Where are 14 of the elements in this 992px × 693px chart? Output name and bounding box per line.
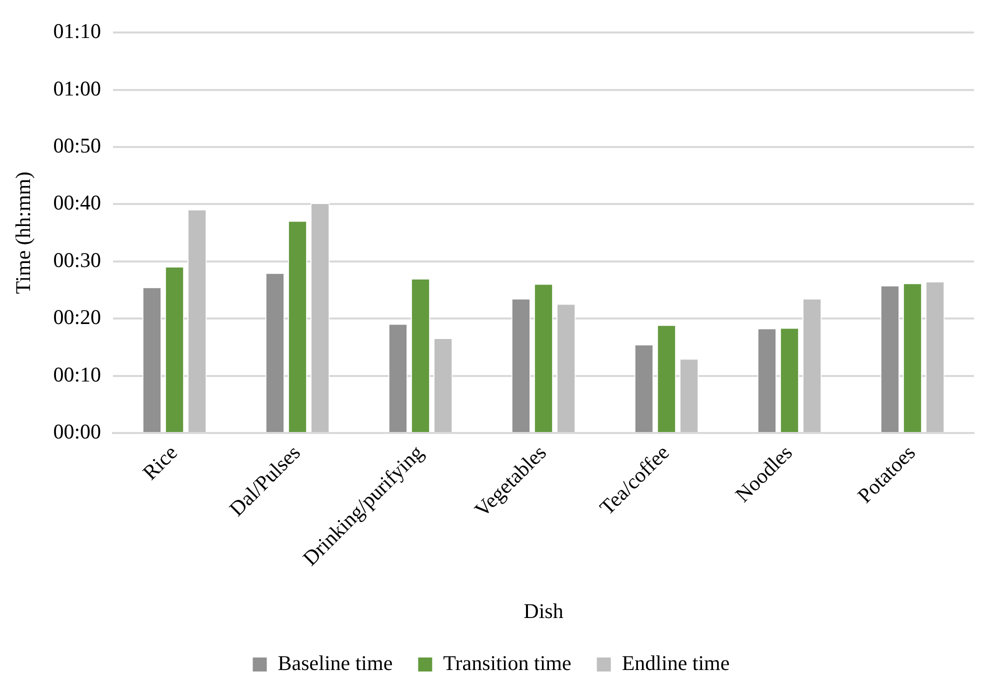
y-tick-label: 00:30 [53, 248, 102, 272]
y-axis-title: Time (hh:mm) [11, 172, 36, 294]
legend-label: Endline time [622, 651, 730, 676]
x-axis-title: Dish [524, 598, 564, 623]
y-tick-label: 00:50 [53, 134, 102, 158]
y-tick-label: 01:00 [53, 76, 102, 100]
y-tick-label: 00:40 [53, 190, 102, 215]
x-tick-label: Rice [138, 440, 182, 485]
y-tick-label: 00:00 [53, 419, 102, 444]
y-tick-label: 00:10 [53, 362, 102, 386]
legend-label: Transition time [443, 651, 572, 676]
y-tick-label: 00:20 [53, 305, 102, 330]
y-tick-label: 01:10 [53, 19, 102, 44]
legend-label: Baseline time [278, 651, 393, 676]
